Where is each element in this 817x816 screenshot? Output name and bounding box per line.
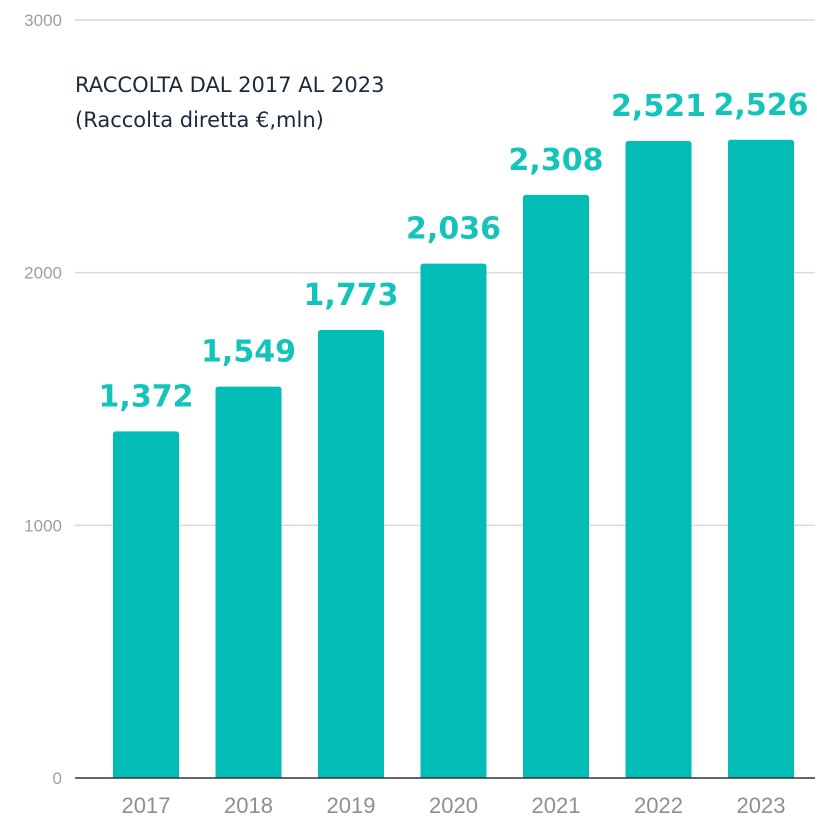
y-tick-label: 1000: [24, 516, 62, 535]
data-label-2020: 2,036: [406, 212, 501, 247]
x-tick-label-2023: 2023: [737, 793, 786, 816]
data-label-2017: 1,372: [99, 379, 194, 414]
x-tick-label-2021: 2021: [532, 793, 581, 816]
data-label-2023: 2,526: [714, 88, 809, 123]
y-tick-label: 0: [53, 769, 62, 788]
y-axis-ticks: 0 1000 2000 3000: [24, 11, 62, 788]
y-tick-label: 2000: [24, 264, 62, 283]
bar-2020: [420, 263, 487, 778]
data-label-2022: 2,521: [611, 89, 706, 124]
bar-2019: [318, 330, 384, 778]
bar-2023: [728, 139, 794, 778]
chart-subtitle: (Raccolta diretta €,mln): [75, 108, 324, 132]
data-label-2018: 1,549: [201, 335, 296, 370]
bar-2017: [113, 431, 179, 778]
x-tick-label-2018: 2018: [224, 793, 273, 816]
x-tick-label-2022: 2022: [634, 793, 683, 816]
x-tick-label-2020: 2020: [429, 793, 478, 816]
data-label-2021: 2,308: [509, 143, 604, 178]
bars: [113, 139, 794, 778]
x-tick-label-2019: 2019: [327, 793, 376, 816]
data-label-2019: 1,773: [304, 278, 399, 313]
bar-2021: [523, 194, 589, 778]
x-tick-label-2017: 2017: [122, 793, 171, 816]
y-tick-label: 3000: [24, 11, 62, 30]
chart-title: RACCOLTA DAL 2017 AL 2023: [75, 73, 384, 97]
x-axis-ticks: 2017 2018 2019 2020 2021 2022 2023: [122, 793, 786, 816]
bar-2018: [215, 386, 282, 778]
bar-2022: [625, 141, 692, 778]
